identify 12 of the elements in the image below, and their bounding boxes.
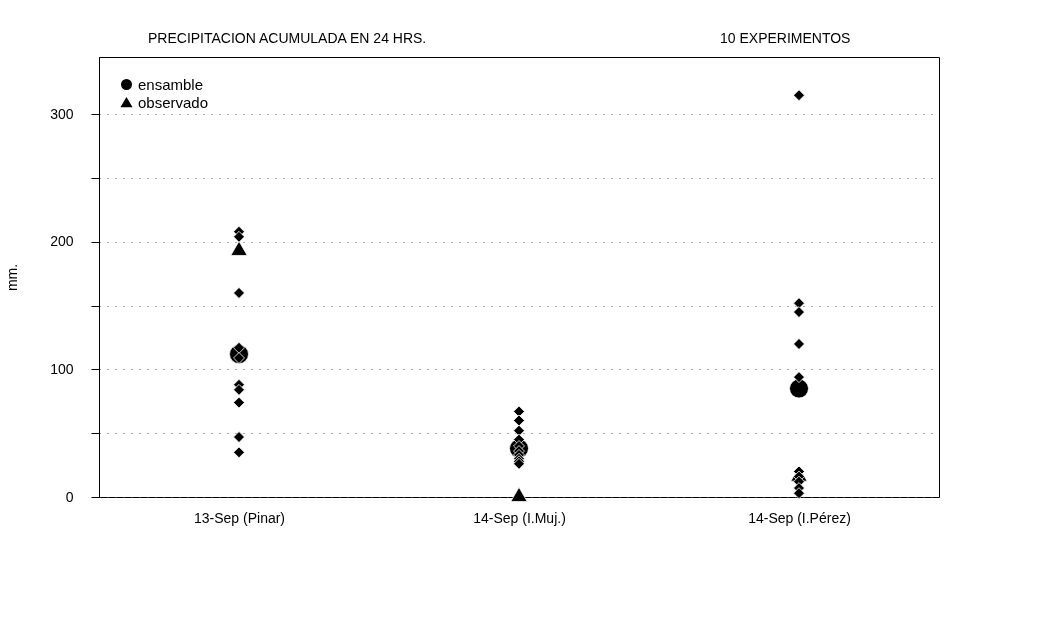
chart-title: PRECIPITACION ACUMULADA EN 24 HRS. bbox=[148, 30, 427, 46]
x-tick-label: 14-Sep (I.Pérez) bbox=[748, 509, 851, 526]
legend-label: ensamble bbox=[138, 75, 204, 93]
legend-label: observado bbox=[138, 93, 209, 111]
x-tick-label: 13-Sep (Pinar) bbox=[193, 509, 286, 526]
y-tick-label: 300 bbox=[50, 105, 74, 122]
y-tick-label: 0 bbox=[65, 488, 74, 505]
y-axis-title: mm. bbox=[4, 263, 21, 292]
y-tick-label: 200 bbox=[50, 233, 74, 250]
y-tick-label: 100 bbox=[50, 360, 74, 377]
x-tick-label: 14-Sep (I.Muj.) bbox=[473, 509, 566, 526]
chart-subtitle: 10 EXPERIMENTOS bbox=[720, 30, 851, 46]
